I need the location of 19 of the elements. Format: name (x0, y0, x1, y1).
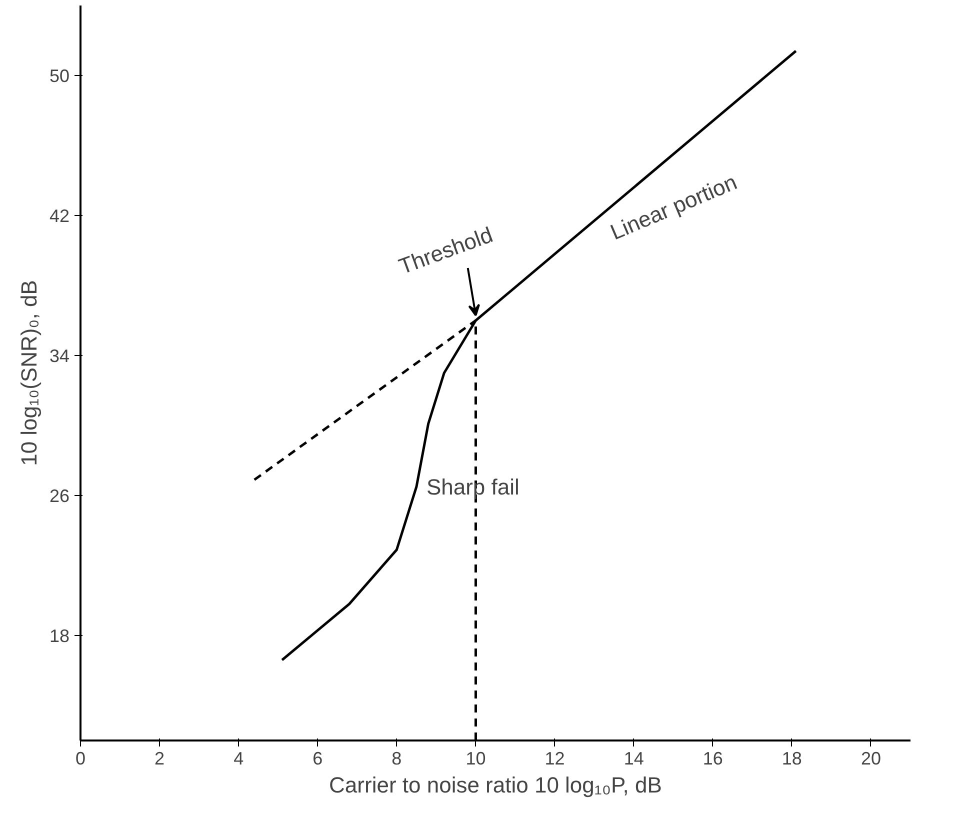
y-tick-label: 18 (49, 626, 70, 646)
y-tick-label: 34 (49, 346, 70, 366)
y-tick-label: 26 (49, 486, 70, 506)
y-tick-label: 50 (49, 66, 70, 86)
x-tick-label: 16 (702, 748, 723, 768)
x-tick-label: 6 (312, 748, 323, 768)
x-axis-title: Carrier to noise ratio 10 log₁₀P, dB (329, 772, 662, 798)
x-tick-label: 0 (75, 748, 86, 768)
y-axis-title: 10 log₁₀(SNR)₀, dB (16, 280, 42, 466)
x-tick-label: 2 (154, 748, 165, 768)
y-tick-label: 42 (49, 206, 70, 226)
x-tick-label: 8 (392, 748, 402, 768)
x-tick-label: 10 (466, 748, 486, 768)
x-tick-label: 4 (234, 748, 244, 768)
x-tick-label: 18 (782, 748, 802, 768)
annotation: Sharp fail (426, 474, 520, 500)
x-tick-label: 20 (860, 748, 881, 768)
x-tick-label: 14 (624, 748, 644, 768)
x-tick-label: 12 (544, 748, 565, 768)
